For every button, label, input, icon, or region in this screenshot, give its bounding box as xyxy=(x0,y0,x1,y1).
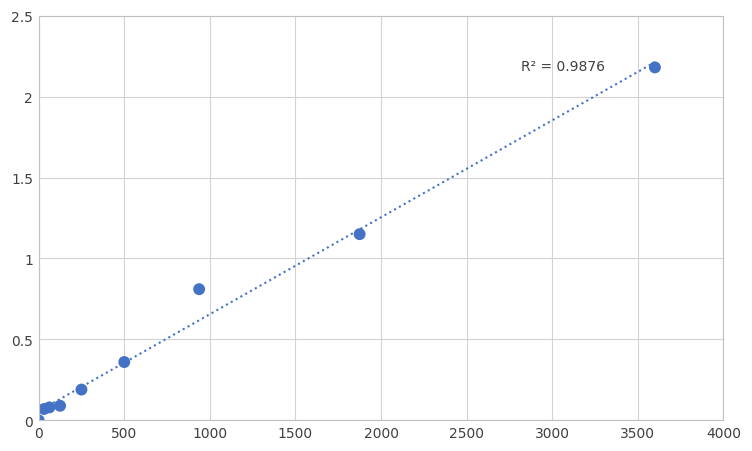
Point xyxy=(193,286,205,293)
Point xyxy=(32,417,44,424)
Point xyxy=(118,359,130,366)
Point xyxy=(54,402,66,410)
Point xyxy=(44,404,56,411)
Point xyxy=(649,64,661,72)
Point xyxy=(75,386,87,393)
Point xyxy=(38,405,50,413)
Text: R² = 0.9876: R² = 0.9876 xyxy=(521,60,605,74)
Point xyxy=(353,231,365,238)
